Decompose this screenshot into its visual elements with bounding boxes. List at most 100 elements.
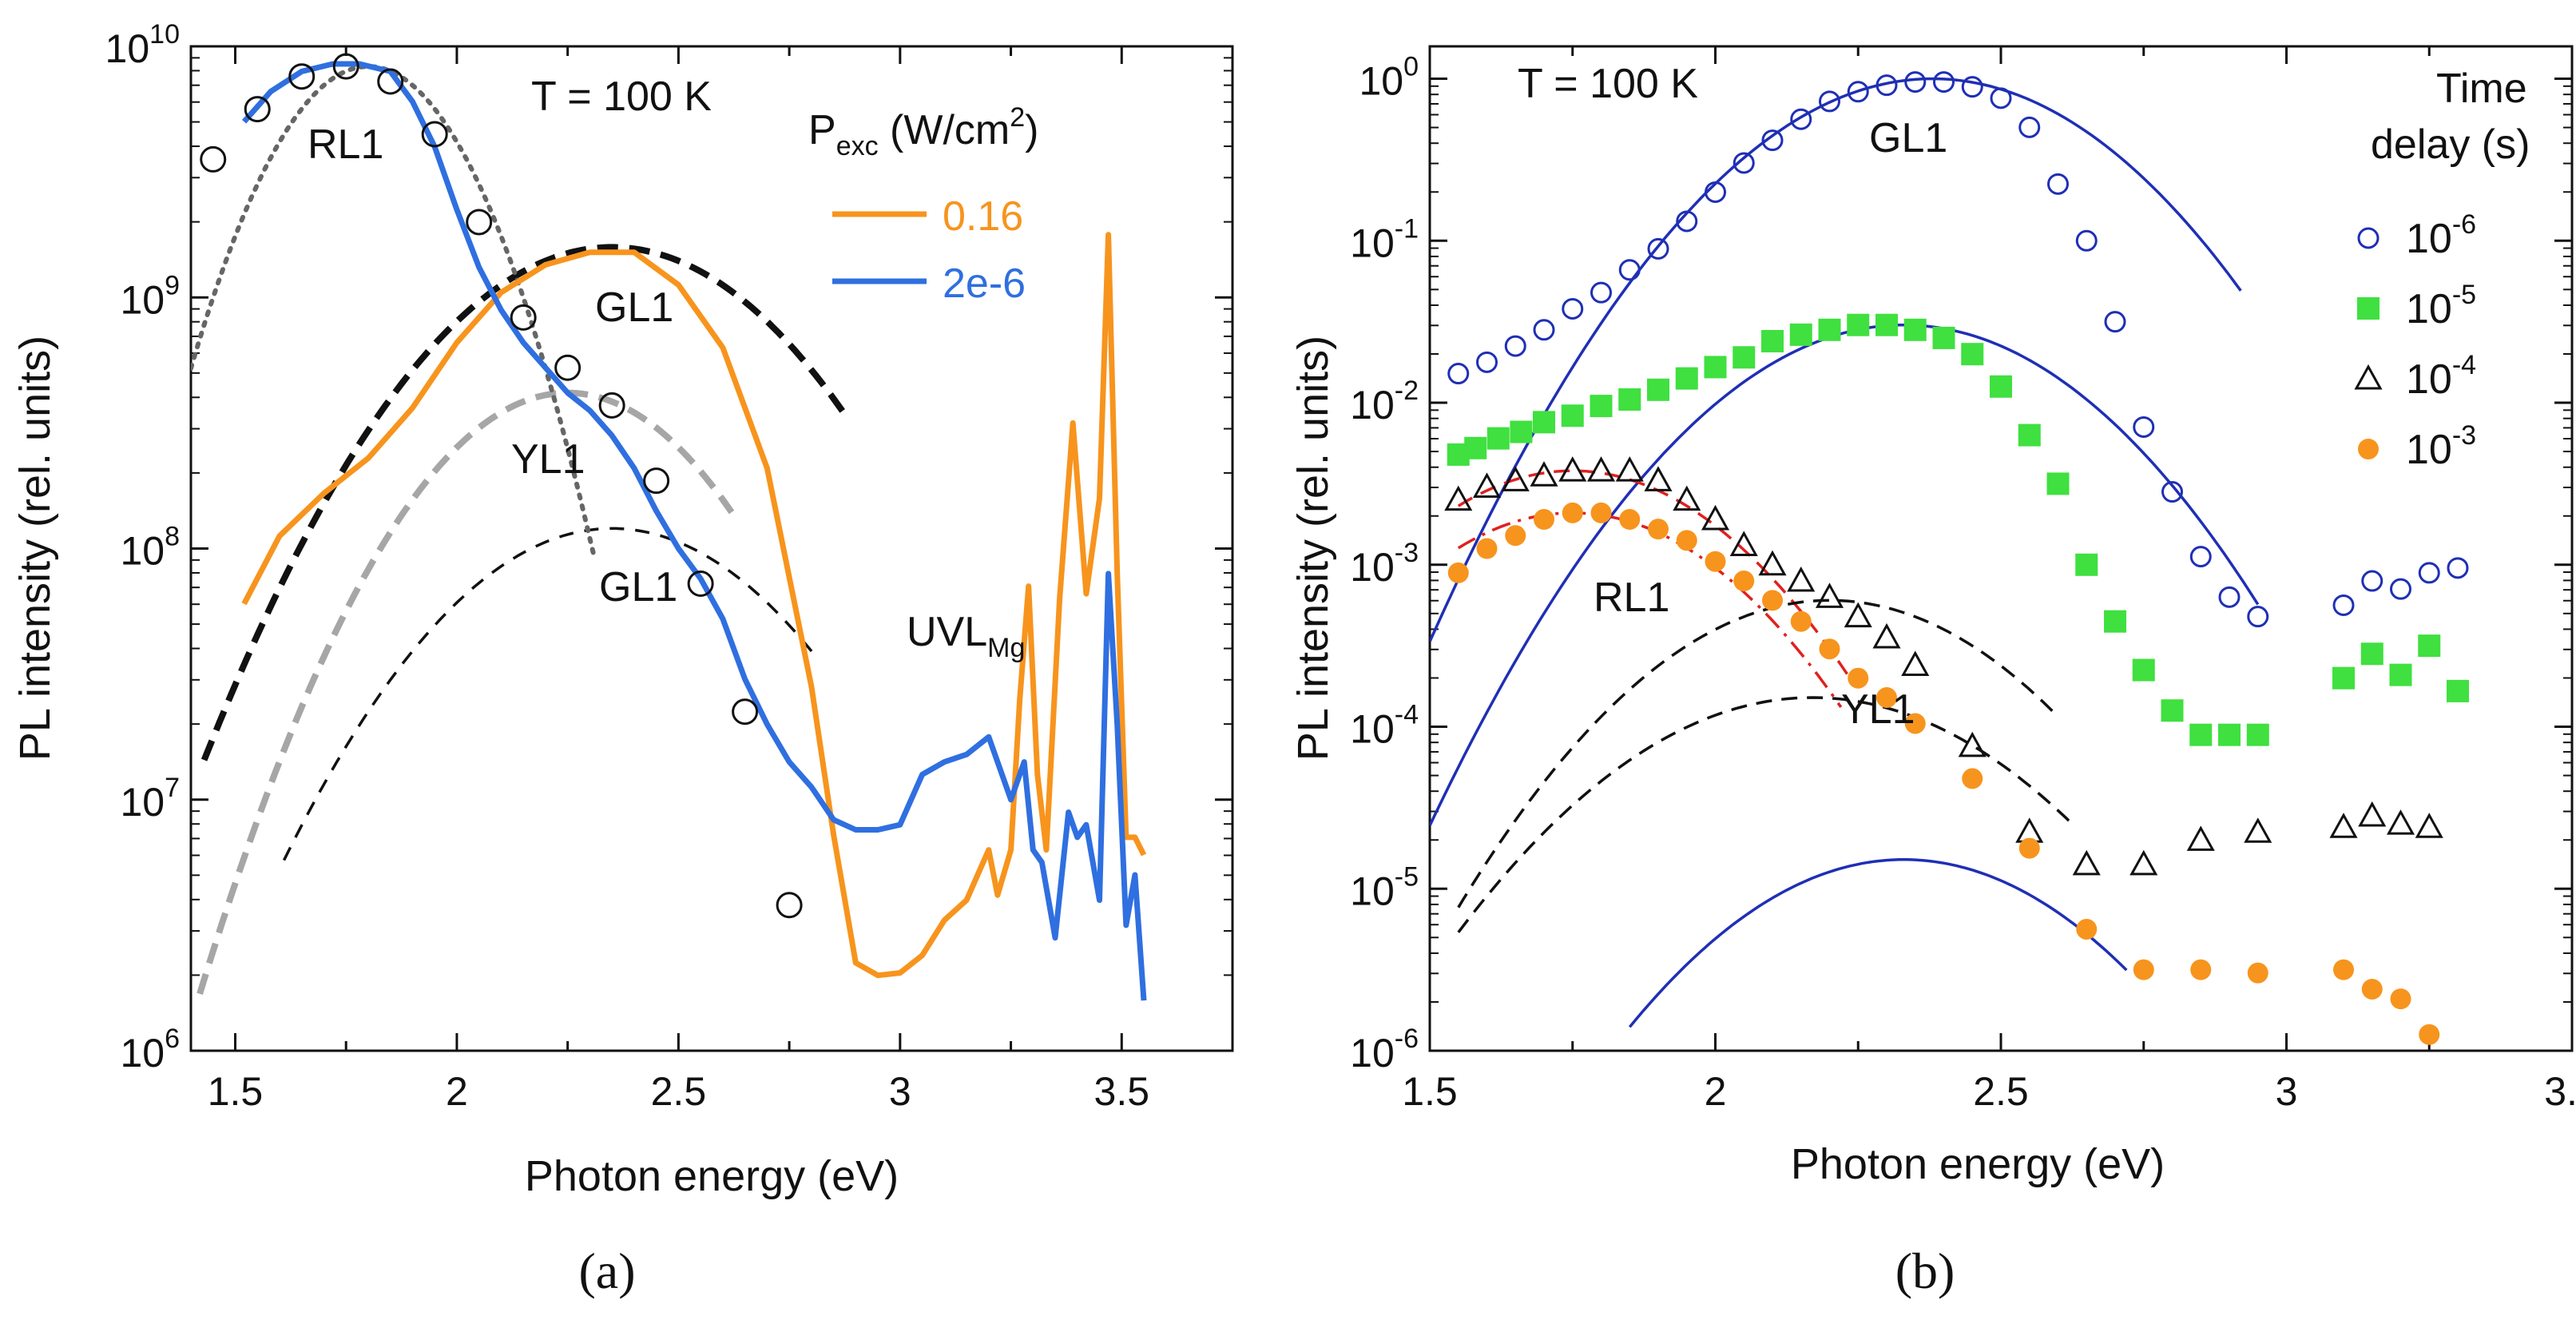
data-point	[1464, 436, 1487, 459]
data-point	[1819, 638, 1840, 660]
data-point	[2386, 809, 2415, 835]
data-point	[1704, 356, 1727, 379]
data-point	[1472, 472, 1502, 498]
data-point	[2246, 723, 2269, 746]
fit-curve	[196, 389, 735, 995]
label-rl1-b: RL1	[1594, 575, 1669, 621]
temperature-label-b: T = 100 K	[1518, 61, 1698, 107]
data-point	[1932, 326, 1955, 349]
data-point	[1510, 420, 1533, 443]
y-tick-label: 1010	[105, 19, 180, 71]
y-tick-labels-a: 106 107 108 109 1010	[105, 19, 180, 1075]
x-tick-labels-b: 1.5 2 2.5 3 3.5	[1402, 1069, 2576, 1114]
data-point	[2419, 1024, 2440, 1045]
data-point	[1872, 622, 1901, 649]
legend-label-orange: 0.16	[943, 193, 1023, 240]
data-point	[1844, 602, 1872, 628]
data-point	[2075, 553, 2098, 576]
x-tick-label: 3	[2276, 1069, 2298, 1114]
data-point	[2190, 959, 2212, 980]
data-point	[1486, 427, 1510, 450]
label-gl1-lower-a: GL1	[599, 564, 677, 610]
data-point	[1733, 571, 1755, 592]
data-point	[1789, 323, 1812, 346]
data-point	[1790, 610, 1812, 632]
data-point	[2447, 557, 2469, 579]
data-point	[1787, 566, 1816, 592]
label-yl1-b: YL1	[1841, 686, 1915, 733]
legend-marker	[2357, 227, 2380, 249]
data-point-circle	[510, 304, 537, 331]
markers-a	[200, 53, 803, 919]
x-tick-label: 2	[446, 1069, 468, 1114]
label-gl1-upper-a: GL1	[595, 284, 673, 331]
legend-label: 10-4	[2406, 350, 2476, 403]
data-point	[1733, 152, 1755, 174]
data-point	[1701, 504, 1730, 531]
data-point	[2361, 978, 2383, 1000]
fit-curve	[1457, 598, 2059, 908]
fit-curve	[1430, 77, 2242, 642]
data-point	[1530, 461, 1558, 487]
temperature-label-a: T = 100 K	[531, 74, 712, 120]
data-point	[1447, 562, 1469, 583]
data-point	[1676, 210, 1698, 233]
y-tick-label: 10-6	[1350, 1024, 1419, 1075]
data-point	[2129, 849, 2158, 876]
data-point	[1676, 530, 1697, 551]
uvl-sub: Mg	[987, 633, 1025, 663]
data-point	[2104, 311, 2126, 333]
data-point-circle	[598, 392, 625, 419]
data-point	[1875, 313, 1898, 336]
data-point-circle	[377, 68, 404, 95]
panel-label-a: (a)	[578, 1242, 635, 1299]
data-point	[1875, 74, 1898, 97]
plot-frame-a	[189, 45, 1234, 1052]
data-point	[1958, 731, 1987, 757]
data-point	[2360, 642, 2383, 666]
data-point	[1847, 313, 1870, 336]
data-point	[2018, 837, 2040, 859]
data-point	[1590, 502, 1612, 523]
x-tick-label: 1.5	[1402, 1069, 1458, 1114]
data-point	[2415, 813, 2443, 838]
y-tick-label: 100	[1359, 52, 1419, 104]
fit-curve	[1628, 858, 2128, 1028]
data-point	[2390, 988, 2411, 1010]
data-point	[2244, 817, 2272, 843]
data-point	[1815, 582, 1844, 608]
y-tick-label: 109	[120, 270, 180, 322]
legend-b: 10-6 10-5 10-4 10-3	[2354, 209, 2476, 473]
legend-title-close: )	[1025, 107, 1038, 153]
data-point	[1618, 388, 1641, 411]
legend-title-b-line1: Time	[2436, 66, 2527, 112]
y-axis-title-b: PL intensity (rel. units)	[1289, 336, 1337, 761]
data-point	[1990, 87, 2012, 109]
x-tick-label: 3.5	[1094, 1069, 1150, 1114]
legend-title-b-line2: delay (s)	[2371, 121, 2530, 168]
plot-frame-b	[1428, 45, 2574, 1052]
panel-a: 1.5 2 2.5 3 3.5 106 107 108 109 1010 Photon ener…	[11, 19, 1234, 1200]
data-point	[1444, 485, 1473, 511]
data-point	[1933, 71, 1955, 93]
label-gl1-b: GL1	[1869, 115, 1947, 161]
data-point	[1618, 259, 1641, 281]
x-tick-labels-a: 1.5 2 2.5 3 3.5	[208, 1069, 1149, 1114]
uvl-main: UVL	[907, 609, 987, 655]
x-tick-label: 2.5	[651, 1069, 707, 1114]
data-point-circle	[200, 145, 227, 173]
y-tick-label: 108	[120, 522, 180, 574]
data-point-circle	[643, 467, 670, 495]
data-point	[2072, 849, 2101, 876]
data-point-circle	[466, 209, 493, 236]
data-point	[1758, 550, 1787, 576]
data-point	[1705, 551, 1726, 572]
data-point	[2132, 658, 2155, 682]
data-point	[2075, 229, 2098, 252]
legend-marker	[2357, 297, 2380, 320]
data-point	[1561, 404, 1584, 427]
legend-title-unit-sup: 2	[1010, 102, 1025, 133]
y-tick-label: 10-2	[1350, 376, 1419, 427]
data-point	[1733, 346, 1756, 369]
